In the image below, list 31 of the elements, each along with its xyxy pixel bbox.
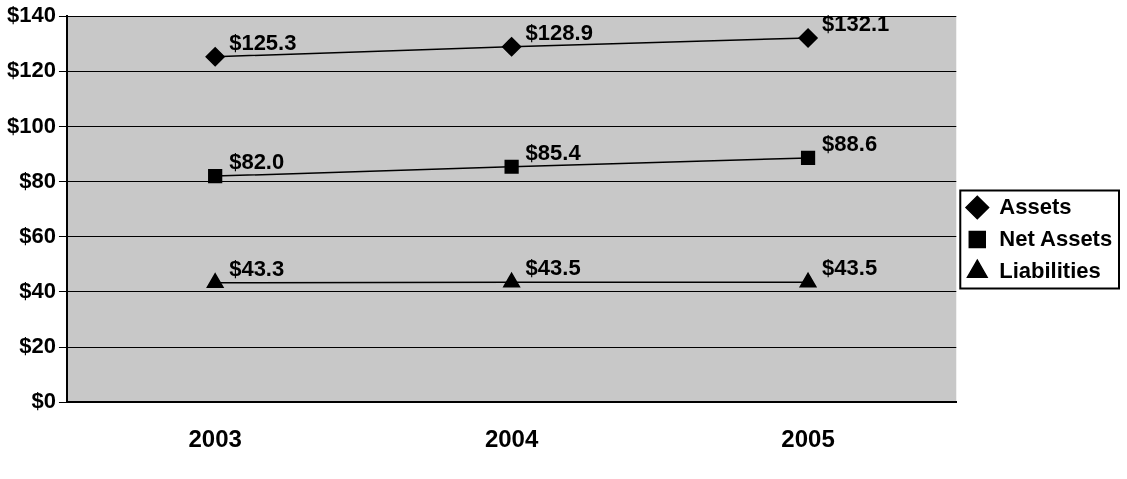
y-tick-label: $100 (6, 112, 56, 138)
data-label: $85.4 (525, 139, 582, 165)
point (799, 272, 817, 288)
x-tick-label: 2004 (484, 425, 539, 453)
data-label: $43.5 (525, 255, 581, 281)
y-tick-label: $40 (19, 277, 56, 303)
data-label: $43.3 (229, 255, 285, 281)
legend-label: Liabilities (999, 257, 1101, 283)
y-tick-label: $20 (19, 333, 56, 359)
x-tick-label: 2003 (188, 425, 242, 453)
x-tick-label: 2005 (781, 425, 835, 453)
data-label: $82.0 (229, 149, 285, 175)
point (503, 272, 521, 288)
point (798, 28, 818, 48)
data-label: $125.3 (229, 29, 297, 55)
data-label: $128.9 (525, 19, 593, 45)
y-tick-label: $0 (31, 388, 56, 414)
point (504, 159, 519, 174)
point (800, 150, 816, 166)
data-label: $43.5 (822, 255, 878, 281)
point (208, 169, 223, 184)
data-label: $88.6 (822, 130, 878, 156)
legend-label: Assets (999, 193, 1072, 219)
y-tick-label: $120 (6, 57, 56, 83)
y-tick-label: $80 (19, 167, 56, 193)
point (206, 273, 224, 289)
legend-label: Net Assets (999, 225, 1113, 251)
point (501, 37, 522, 57)
point (205, 46, 225, 67)
y-tick-label: $60 (19, 222, 56, 248)
y-tick-label: $140 (6, 2, 56, 28)
